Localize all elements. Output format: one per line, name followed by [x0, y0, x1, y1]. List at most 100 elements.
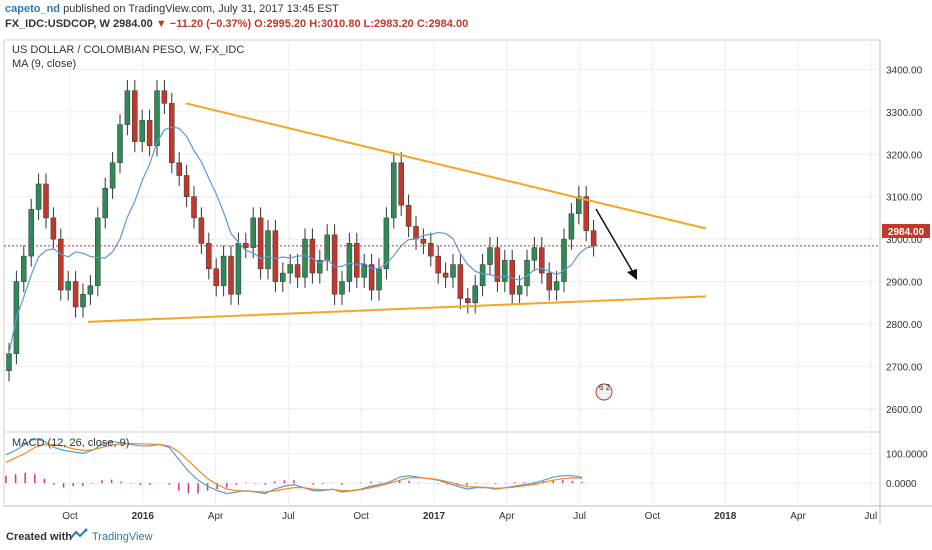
candle-body: [487, 247, 493, 265]
candle-body: [568, 213, 575, 240]
candle-body: [65, 281, 71, 291]
x-tick-label: Oct: [645, 511, 661, 522]
candle-body: [413, 226, 419, 240]
candle-body: [435, 255, 441, 274]
candle-body: [95, 217, 101, 287]
price-badge-text: 2984.00: [888, 227, 925, 238]
candle-body: [228, 255, 234, 295]
candle-body: [317, 260, 323, 274]
ohlc-values: O:2995.20 H:3010.80 L:2983.20 C:2984.00: [254, 18, 469, 30]
candle-body: [457, 264, 464, 299]
created-with-label: Created with: [6, 531, 73, 543]
pane-title: US DOLLAR / COLOMBIAN PESO, W, FX_IDC: [12, 44, 244, 56]
upper-trendline: [185, 102, 707, 230]
candle-body: [250, 217, 256, 248]
symbol-line: FX_IDC:USDCOP, W 2984.00 ▼ −11.20 (−0.37…: [5, 18, 468, 30]
candle-body: [450, 264, 456, 278]
macd-tick-label: 100.0000: [886, 449, 928, 460]
candle-body: [479, 264, 486, 287]
candle-body: [561, 238, 567, 282]
candle-body: [339, 281, 345, 295]
y-tick-label: 3100.00: [886, 193, 923, 204]
event-marker[interactable]: 6 2: [595, 383, 613, 401]
tradingview-brand[interactable]: TradingView: [92, 531, 153, 543]
symbol-label: FX_IDC:USDCOP, W: [5, 18, 110, 30]
y-tick-label: 2900.00: [886, 278, 923, 289]
y-tick-label: 2700.00: [886, 362, 923, 373]
macd-title: MACD (12, 26, close, 9): [12, 437, 129, 449]
lower-trendline: [87, 295, 707, 323]
candle-body: [87, 285, 94, 295]
candle-body: [376, 268, 382, 291]
x-tick-label: Oct: [353, 511, 369, 522]
candle-body: [324, 234, 330, 261]
chart-canvas[interactable]: 3400.00 3300.00 3200.00 3100.00 3000.00 2900.…: [0, 34, 932, 524]
candle-body: [206, 243, 212, 270]
y-axis-ticks: 3400.00 3300.00 3200.00 3100.00 3000.00 2900.…: [886, 65, 928, 490]
candle-body: [220, 255, 227, 287]
candle-body: [58, 238, 64, 291]
y-tick-label: 3400.00: [886, 65, 923, 76]
candle-body: [354, 243, 360, 278]
candle-body: [139, 120, 145, 142]
candle-body: [183, 175, 190, 197]
ma-layer: [4, 126, 880, 354]
candle-body: [213, 268, 219, 287]
candle-body: [169, 103, 175, 164]
y-tick-label: 3300.00: [886, 108, 923, 119]
candle-body: [398, 162, 404, 206]
candle-body: [346, 243, 353, 282]
candle-body: [590, 230, 597, 247]
candle-body: [257, 217, 264, 270]
candle-body: [383, 217, 390, 270]
x-axis-ticks: Oct 2016 Apr Jul Oct 2017 Apr Jul Oct 2018 Apr Jul: [62, 511, 877, 522]
candle-body: [102, 187, 108, 219]
candle-body: [465, 298, 471, 303]
x-tick-label: Apr: [208, 511, 224, 522]
candle-body: [124, 90, 131, 125]
publish-info: published on TradingView.com, July 31, 2…: [63, 3, 339, 15]
candle-body: [146, 120, 153, 147]
candle-body: [502, 260, 508, 282]
candle-body: [235, 243, 242, 295]
candle-body: [428, 243, 434, 257]
trendlines-layer: [87, 102, 707, 323]
price-axis[interactable]: [880, 40, 932, 506]
candle-body: [43, 183, 49, 219]
projection-arrow: [595, 208, 637, 280]
last-price-badge: 2984.00: [882, 224, 930, 238]
candle-body: [516, 285, 523, 295]
candle-body: [302, 238, 308, 278]
y-tick-label: 3200.00: [886, 150, 923, 161]
candle-body: [272, 230, 279, 282]
macd-tick-label: 0.0000: [886, 479, 917, 490]
candle-body: [6, 353, 12, 371]
candle-body: [583, 196, 589, 231]
candle-body: [524, 260, 530, 287]
candle-body: [391, 162, 397, 219]
x-tick-label: Apr: [499, 511, 515, 522]
candle-body: [546, 272, 552, 291]
candle-body: [472, 285, 478, 303]
candle-body: [21, 255, 27, 282]
grid-lines: [4, 40, 880, 506]
y-tick-label: 2800.00: [886, 320, 923, 331]
x-tick-label: Jul: [573, 511, 586, 522]
candles-layer: [6, 80, 597, 382]
candle-body: [109, 162, 116, 189]
x-tick-label: Jul: [864, 511, 877, 522]
candle-body: [309, 238, 316, 274]
author-link[interactable]: capeto_nd: [5, 3, 61, 15]
tradingview-logo-icon: [70, 528, 88, 545]
marker-text: 6 2: [599, 383, 611, 392]
candle-body: [35, 183, 42, 210]
current-price: 2984.00: [112, 18, 153, 30]
candle-body: [154, 90, 160, 147]
candle-body: [420, 238, 427, 244]
x-tick-label: 2016: [132, 511, 155, 522]
candle-body: [50, 217, 57, 240]
candle-body: [576, 196, 582, 214]
indicator-label: MA (9, close): [12, 58, 76, 70]
chart-header: capeto_nd published on TradingView.com, …: [0, 0, 932, 34]
candle-body: [442, 272, 449, 278]
